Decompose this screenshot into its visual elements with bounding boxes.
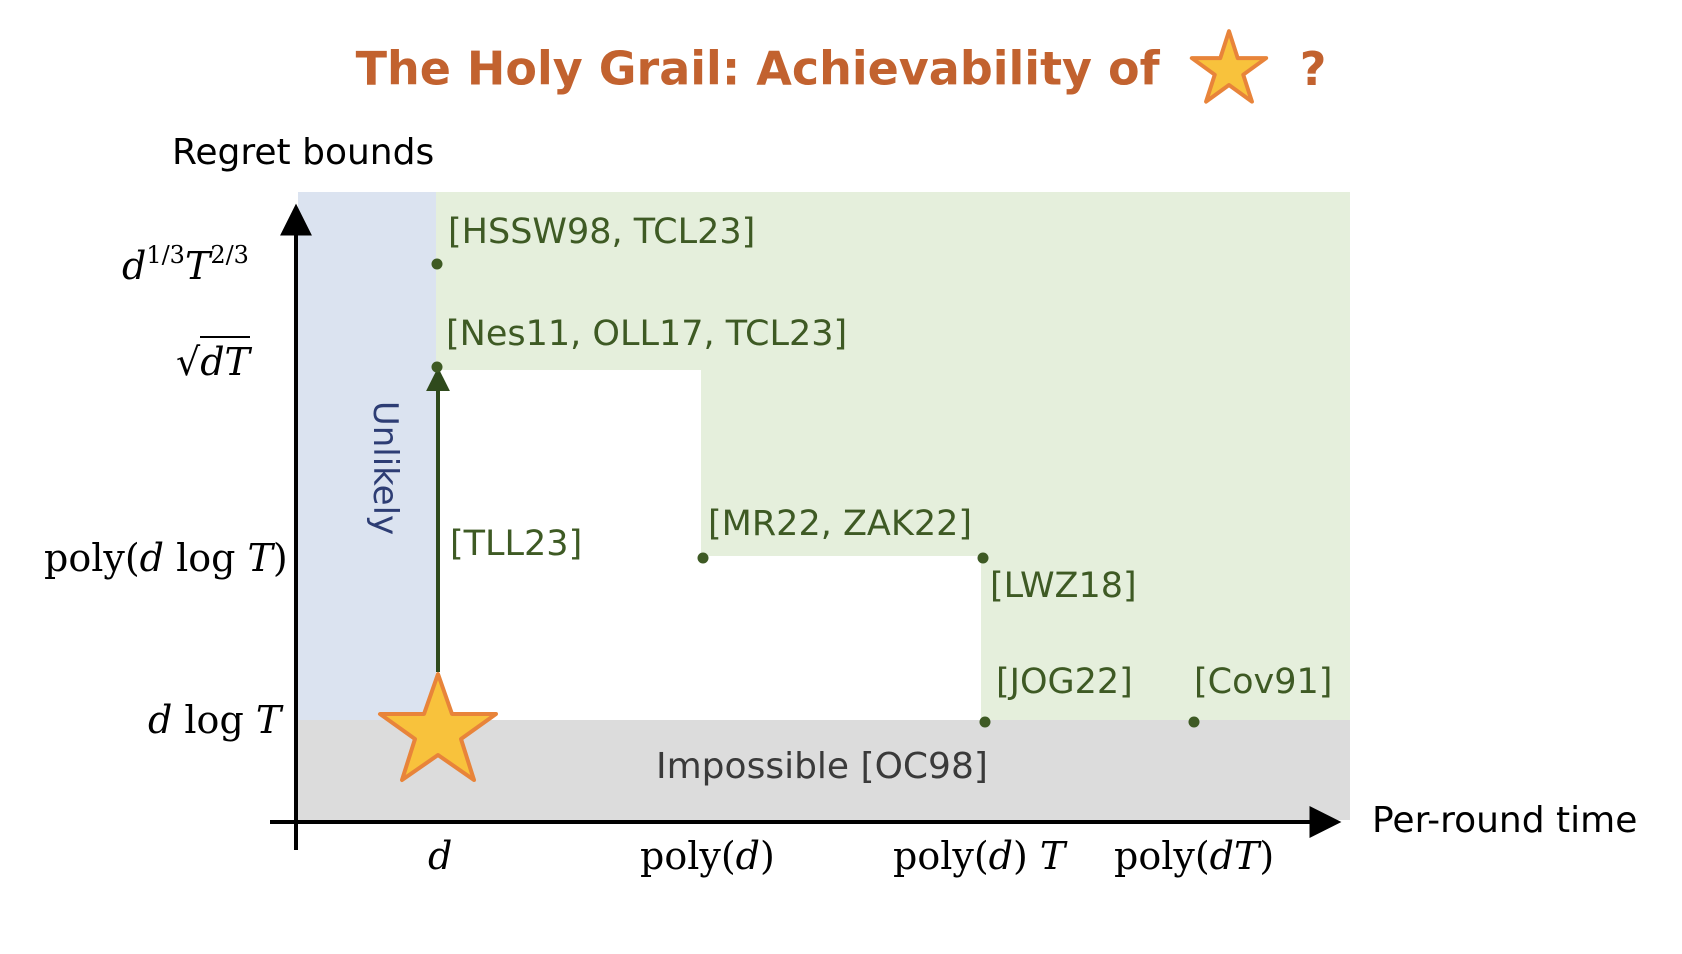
ref-hssw: [HSSW98, TCL23] bbox=[448, 212, 756, 252]
point-nes bbox=[431, 361, 443, 373]
x-tick-d: d bbox=[428, 834, 453, 878]
x-tick-poly-d-t: poly(d) T bbox=[893, 834, 1066, 878]
ref-lwz: [LWZ18] bbox=[990, 566, 1137, 606]
x-axis-label: Per-round time bbox=[1372, 800, 1638, 841]
impossible-label: Impossible [OC98] bbox=[656, 746, 988, 787]
y-tick-poly-dlogt: poly(d log T) bbox=[44, 536, 288, 580]
point-lwz bbox=[977, 552, 989, 564]
y-tick-dlogt: d log T bbox=[148, 698, 282, 742]
unlikely-region bbox=[298, 192, 436, 722]
goal-star-icon bbox=[378, 672, 498, 782]
star-icon bbox=[1189, 29, 1268, 104]
x-tick-poly-d: poly(d) bbox=[640, 834, 775, 878]
ref-mr: [MR22, ZAK22] bbox=[708, 504, 973, 544]
y-axis-label: Regret bounds bbox=[172, 132, 435, 173]
open-region-white-lower bbox=[700, 556, 981, 722]
point-cov bbox=[1188, 716, 1200, 728]
open-region-white-upper bbox=[436, 370, 701, 722]
impossible-region bbox=[298, 720, 1350, 820]
ref-nes: [Nes11, OLL17, TCL23] bbox=[446, 314, 848, 354]
point-mr bbox=[697, 552, 709, 564]
title-suffix: ? bbox=[1299, 41, 1327, 96]
point-hssw bbox=[431, 258, 443, 270]
ref-tll: [TLL23] bbox=[450, 524, 583, 564]
ref-cov: [Cov91] bbox=[1194, 662, 1333, 702]
y-tick-sqrt-dt: √dT bbox=[176, 336, 250, 384]
title-text: The Holy Grail: Achievability of bbox=[355, 41, 1160, 96]
ref-jog: [JOG22] bbox=[996, 662, 1133, 702]
figure-title: The Holy Grail: Achievability of ? bbox=[0, 29, 1682, 104]
y-tick-d13t23: d1/3T2/3 bbox=[122, 241, 249, 288]
x-tick-poly-dt: poly(dT) bbox=[1114, 834, 1275, 878]
point-jog bbox=[979, 716, 991, 728]
unlikely-label: Unlikely bbox=[365, 400, 406, 536]
